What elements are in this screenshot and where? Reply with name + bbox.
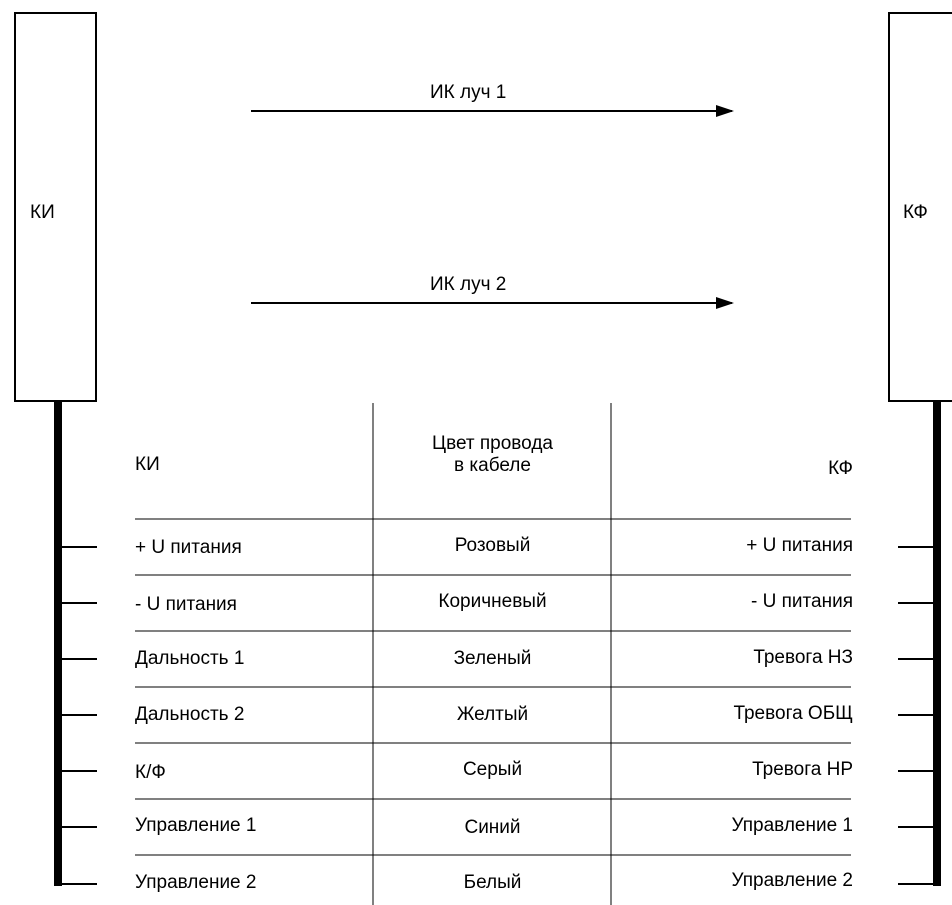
wire-color: Коричневый (438, 591, 547, 612)
kf-signal: Управление 2 (731, 870, 853, 891)
table-header-kf: КФ (828, 458, 853, 479)
wire-color: Розовый (454, 535, 531, 556)
wire-color: Желтый (456, 704, 529, 725)
ki-signal: Управление 1 (135, 815, 257, 836)
kf-signal: Тревога НР (752, 759, 853, 780)
table-column-dividers (372, 403, 612, 905)
wire-color: Синий (464, 817, 521, 838)
table-header-ki: КИ (135, 454, 160, 475)
ki-unit-box (14, 12, 97, 402)
wire-color: Серый (462, 759, 523, 780)
ir-beam-1-label: ИК луч 1 (430, 82, 507, 103)
wire-color: Белый (463, 872, 522, 893)
right-wire-taps (898, 546, 937, 885)
ki-signal: - U питания (135, 594, 237, 615)
kf-unit-box (888, 12, 952, 402)
kf-signal: + U питания (746, 535, 853, 556)
ki-signal: Управление 2 (135, 872, 257, 893)
ki-signal: К/Ф (135, 762, 166, 783)
kf-signal: Тревога НЗ (753, 647, 853, 668)
table-header-wire-color-line1: Цвет провода (432, 433, 553, 454)
ki-unit-label: КИ (30, 202, 55, 223)
ir-beam-2-label: ИК луч 2 (430, 274, 507, 295)
table-header-wire-color: Цвет провода в кабеле (375, 433, 610, 477)
ki-signal: Дальность 2 (135, 704, 245, 725)
kf-signal: - U питания (751, 591, 853, 612)
kf-signal: Тревога ОБЩ (733, 703, 853, 724)
left-wire-taps (58, 546, 97, 885)
kf-signal: Управление 1 (731, 815, 853, 836)
table-header-wire-color-line2: в кабеле (454, 455, 531, 476)
kf-unit-label: КФ (903, 202, 928, 223)
table-row-dividers (135, 518, 851, 856)
ki-signal: Дальность 1 (135, 648, 245, 669)
wire-color: Зеленый (453, 648, 532, 669)
ki-signal: + U питания (135, 537, 242, 558)
